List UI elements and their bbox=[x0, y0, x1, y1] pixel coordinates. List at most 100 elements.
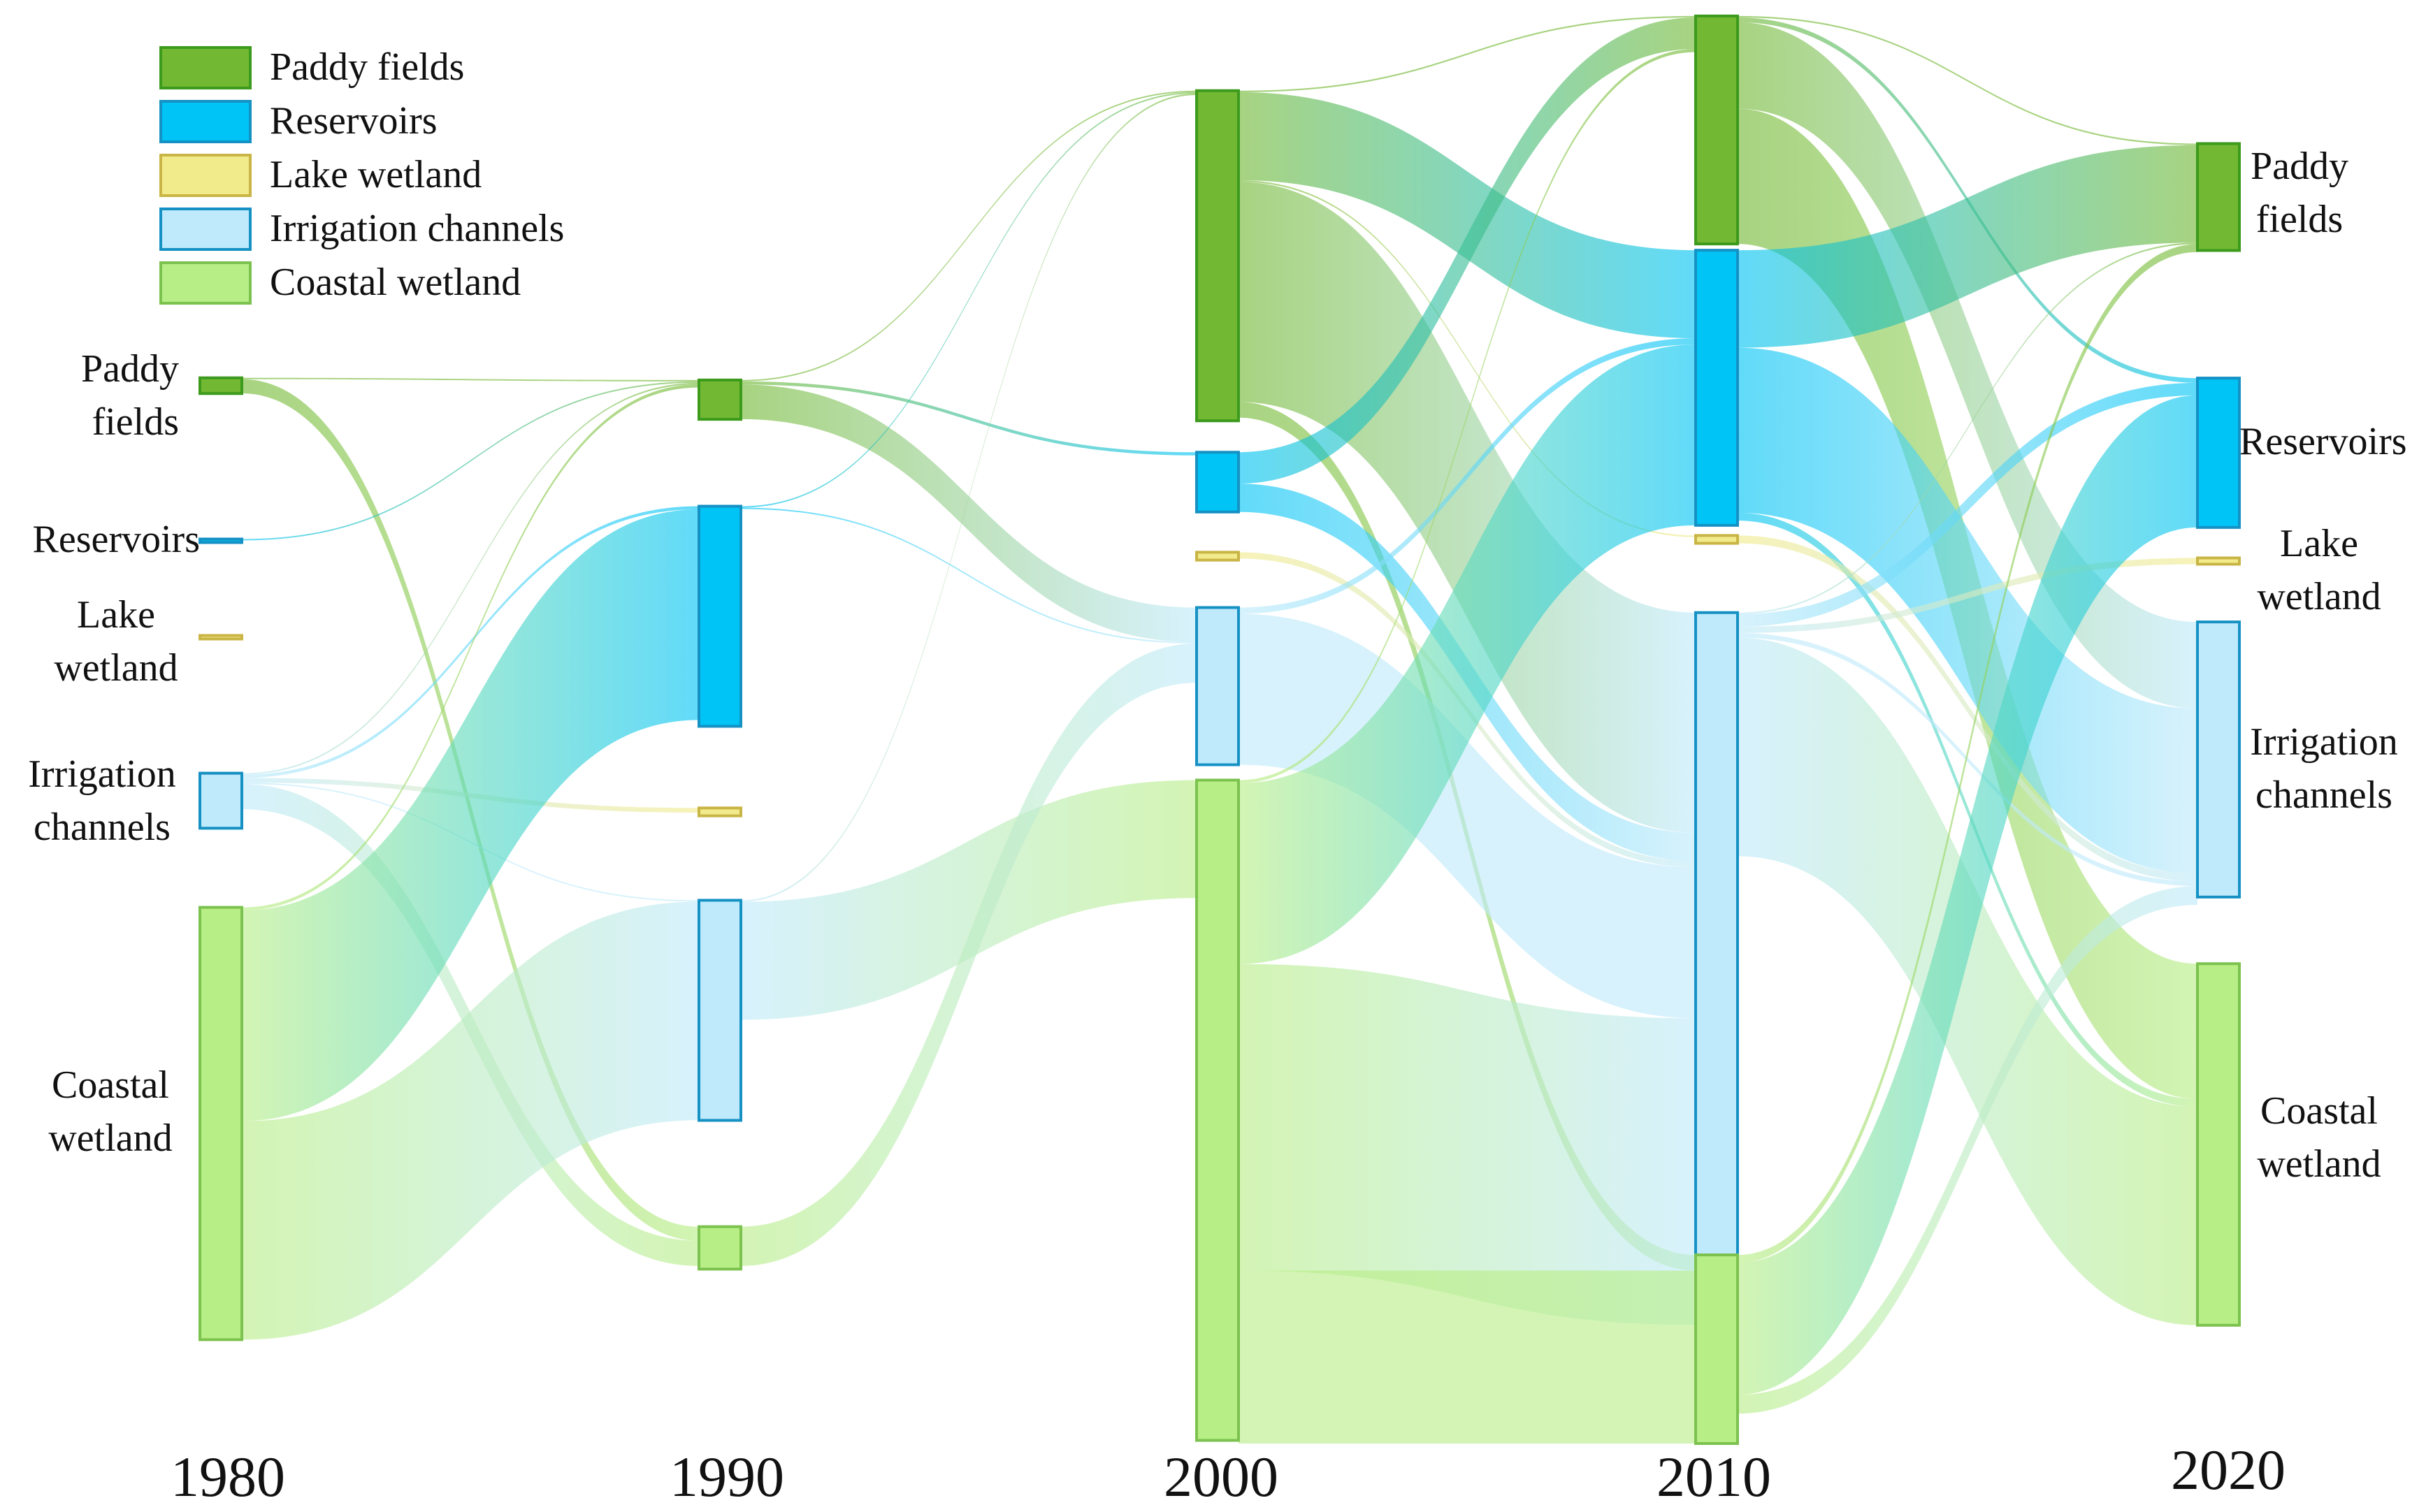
flow-1990-coastal-to-2000-irrigation bbox=[741, 644, 1197, 1266]
node-2010-reservoirs bbox=[1694, 249, 1739, 527]
node-2010-coastal bbox=[1694, 1253, 1739, 1445]
legend-swatch-irrigation bbox=[159, 208, 252, 251]
flow-1990-irrigation-to-2000-coastal bbox=[741, 780, 1197, 1020]
label-line: channels bbox=[2255, 773, 2392, 817]
flow-2000-reservoirs-to-2010-paddy bbox=[1239, 17, 1696, 484]
label-line: Coastal bbox=[2260, 1089, 2378, 1133]
label-2020-reservoirs: Reservoirs bbox=[2239, 415, 2428, 468]
flow-2010-reservoirs-to-2020-coastal bbox=[1738, 512, 2197, 1107]
flow-2010-paddy-to-2020-paddy bbox=[1738, 15, 2197, 145]
label-line: channels bbox=[34, 806, 171, 849]
legend-swatch-coastal bbox=[159, 261, 252, 305]
node-2020-irrigation bbox=[2196, 620, 2241, 899]
flow-2010-coastal-to-2020-paddy bbox=[1738, 244, 2197, 1263]
label-1980-reservoirs: Reservoirs bbox=[0, 513, 200, 566]
flow-2010-reservoirs-to-2020-irrigation bbox=[1738, 347, 2197, 874]
flow-1980-paddy-to-1990-paddy bbox=[242, 377, 699, 381]
flow-1980-coastal-to-1990-reservoirs bbox=[242, 509, 699, 1121]
flow-2000-coastal-to-2010-irrigation bbox=[1239, 964, 1696, 1325]
node-2000-paddy bbox=[1195, 89, 1240, 423]
flow-2000-irrigation-to-2010-irrigation bbox=[1239, 613, 1696, 1019]
flow-1990-reservoirs-to-2000-paddy bbox=[741, 92, 1197, 508]
flow-2010-coastal-to-2020-irrigation bbox=[1738, 886, 2197, 1414]
node-2000-coastal bbox=[1195, 778, 1240, 1442]
label-line: Lake bbox=[2280, 522, 2358, 565]
node-1980-reservoirs bbox=[198, 537, 243, 544]
flow-1980-irrigation-to-1990-paddy bbox=[242, 382, 699, 775]
flow-1980-coastal-to-1990-paddy bbox=[242, 384, 699, 911]
flow-2000-paddy-to-2010-lake bbox=[1239, 180, 1696, 537]
legend-label: Lake wetland bbox=[270, 153, 482, 196]
label-1980-coastal: Coastal wetland bbox=[21, 1059, 200, 1165]
legend-swatch-paddy bbox=[159, 46, 252, 89]
year-label-1980: 1980 bbox=[171, 1445, 285, 1509]
flow-2010-irrigation-to-2020-reservoirs bbox=[1738, 382, 2197, 627]
legend-item-coastal: Coastal wetland bbox=[159, 256, 649, 309]
year-label-2010: 2010 bbox=[1656, 1445, 1771, 1509]
flow-2010-irrigation-to-2020-lake bbox=[1738, 558, 2197, 633]
flow-1990-paddy-to-2000-paddy bbox=[741, 90, 1197, 381]
node-2010-lake bbox=[1694, 534, 1739, 545]
legend-item-reservoirs: Reservoirs bbox=[159, 94, 649, 147]
flow-2010-irrigation-to-2020-paddy bbox=[1738, 242, 2197, 614]
node-1990-paddy bbox=[698, 378, 742, 421]
node-2020-lake bbox=[2196, 556, 2241, 566]
node-1990-irrigation bbox=[698, 899, 742, 1122]
label-line: fields bbox=[2255, 198, 2344, 241]
node-1980-irrigation bbox=[198, 771, 243, 830]
label-line: wetland bbox=[2257, 1142, 2381, 1186]
node-1980-coastal bbox=[198, 906, 243, 1342]
node-2010-irrigation bbox=[1694, 611, 1739, 1322]
label-line: Reservoirs bbox=[32, 518, 200, 561]
label-line: Lake bbox=[77, 593, 155, 637]
flow-2000-irrigation-to-2010-reservoirs bbox=[1239, 338, 1696, 614]
year-label-2000: 2000 bbox=[1164, 1445, 1278, 1509]
label-line: Coastal bbox=[52, 1063, 169, 1107]
flow-2000-paddy-to-2010-irrigation bbox=[1239, 182, 1696, 833]
label-line: wetland bbox=[2257, 575, 2381, 618]
node-2000-reservoirs bbox=[1195, 451, 1240, 514]
flow-2010-irrigation-to-2020-coastal bbox=[1738, 637, 2197, 1325]
legend-label: Paddy fields bbox=[270, 45, 465, 89]
flow-1980-irrigation-to-1990-reservoirs bbox=[242, 506, 699, 778]
year-label-2020: 2020 bbox=[2171, 1438, 2286, 1502]
flow-1980-coastal-to-1990-irrigation bbox=[242, 901, 699, 1340]
label-line: Irrigation bbox=[28, 753, 176, 796]
label-line: Paddy bbox=[81, 347, 179, 391]
legend-label: Coastal wetland bbox=[270, 261, 521, 304]
flow-1990-paddy-to-2000-reservoirs bbox=[741, 381, 1197, 456]
flow-2010-irrigation-to-2020-irrigation bbox=[1738, 633, 2197, 887]
node-2020-reservoirs bbox=[2196, 377, 2241, 529]
node-1990-reservoirs bbox=[698, 504, 742, 728]
node-2010-paddy bbox=[1694, 14, 1739, 246]
flow-1980-reservoirs-to-1990-paddy bbox=[242, 381, 699, 541]
flow-1990-irrigation-to-2000-paddy bbox=[741, 93, 1197, 902]
year-label-1990: 1990 bbox=[670, 1445, 784, 1509]
node-2020-paddy bbox=[2196, 142, 2241, 252]
flow-2010-paddy-to-2020-irrigation bbox=[1738, 22, 2197, 708]
legend-item-irrigation: Irrigation channels bbox=[159, 202, 649, 255]
flow-2000-coastal-to-2010-reservoirs bbox=[1239, 344, 1696, 964]
flow-links bbox=[242, 15, 2197, 1444]
label-2020-irrigation: Irrigation channels bbox=[2237, 715, 2411, 822]
label-line: Irrigation bbox=[2250, 720, 2398, 764]
flow-2000-coastal-to-2010-paddy bbox=[1239, 49, 1696, 783]
label-1980-paddy: Paddy fields bbox=[0, 342, 179, 449]
legend-item-lake: Lake wetland bbox=[159, 148, 649, 201]
flow-2000-coastal-to-2010-coastal bbox=[1239, 1270, 1696, 1444]
legend-label: Reservoirs bbox=[270, 99, 438, 143]
label-2020-paddy: Paddy fields bbox=[2230, 140, 2369, 246]
legend-label: Irrigation channels bbox=[270, 207, 565, 250]
legend-swatch-lake bbox=[159, 154, 252, 197]
flow-2010-lake-to-2020-irrigation bbox=[1738, 535, 2197, 882]
node-1980-paddy bbox=[198, 376, 243, 395]
flow-1990-reservoirs-to-2000-irrigation bbox=[741, 507, 1197, 644]
node-1990-lake bbox=[698, 806, 742, 817]
flow-2010-reservoirs-to-2020-paddy bbox=[1738, 145, 2197, 348]
legend: Paddy fields Reservoirs Lake wetland Irr… bbox=[159, 41, 649, 320]
label-line: Paddy bbox=[2251, 145, 2348, 188]
node-2020-coastal bbox=[2196, 962, 2241, 1327]
label-2020-lake: Lake wetland bbox=[2244, 517, 2395, 623]
flow-2000-paddy-to-2010-reservoirs bbox=[1239, 92, 1696, 339]
